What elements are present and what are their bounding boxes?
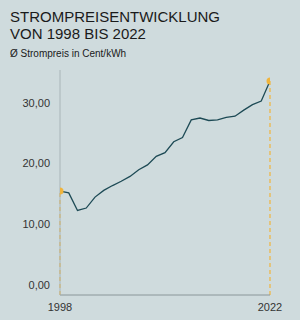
svg-text:10,00: 10,00 [22,218,50,230]
svg-text:30,00: 30,00 [22,97,50,109]
svg-text:2022: 2022 [258,301,282,313]
html-text:STROMPREISENTWICKLUNG VON 1998: STROMPREISENTWICKLUNG VON 1998 BIS 2022 [10,8,220,42]
svg-text:20,00: 20,00 [22,157,50,169]
html-text:Ø Strompreis in Cent/kWh: Ø Strompreis in Cent/kWh [10,48,127,59]
svg-text:1998: 1998 [48,301,72,313]
svg-text:0,00: 0,00 [29,279,50,291]
